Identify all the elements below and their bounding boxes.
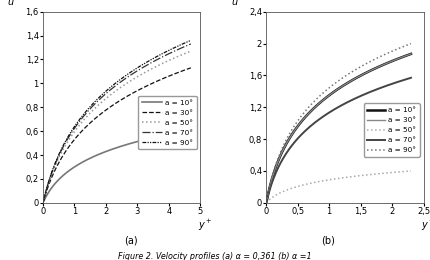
a = 50°: [373, 172, 378, 176]
a = 10°: [40, 201, 46, 204]
Line: a = 10°: a = 10°: [43, 130, 191, 203]
a = 50°: [188, 50, 194, 53]
a = 50°: [360, 174, 366, 177]
Y-axis label: $u^+$: $u^+$: [7, 0, 22, 8]
a = 70°: [360, 93, 366, 96]
a = 70°: [329, 109, 335, 113]
Line: a = 90°: a = 90°: [43, 40, 191, 203]
a = 70°: [301, 131, 306, 134]
a = 70°: [289, 144, 295, 147]
a = 70°: [128, 74, 133, 77]
Text: (b): (b): [321, 235, 335, 245]
Line: a = 70°: a = 70°: [43, 44, 191, 203]
a = 10°: [301, 118, 306, 121]
a = 70°: [78, 118, 83, 121]
a = 90°: [188, 39, 194, 42]
a = 10°: [289, 133, 295, 136]
a = 10°: [408, 52, 414, 55]
a = 50°: [264, 201, 269, 204]
a = 90°: [408, 42, 414, 45]
a = 90°: [373, 57, 378, 61]
a = 70°: [188, 42, 194, 46]
a = 30°: [188, 66, 194, 69]
a = 50°: [78, 122, 83, 125]
Y-axis label: $u^+$: $u^+$: [230, 0, 246, 8]
a = 30°: [264, 201, 269, 204]
a = 50°: [139, 73, 144, 76]
a = 90°: [360, 64, 366, 67]
a = 50°: [301, 183, 306, 186]
a = 30°: [289, 133, 295, 136]
a = 30°: [301, 118, 306, 121]
a = 50°: [67, 138, 72, 141]
a = 30°: [108, 106, 113, 109]
a = 30°: [152, 81, 157, 84]
a = 70°: [67, 135, 72, 138]
a = 90°: [289, 128, 295, 131]
Line: a = 30°: a = 30°: [266, 54, 411, 203]
Legend: a = 10°, a = 30°, a = 50°, a = 70°, a = 90°: a = 10°, a = 30°, a = 50°, a = 70°, a = …: [364, 103, 420, 157]
a = 50°: [289, 187, 295, 190]
a = 90°: [329, 84, 335, 87]
a = 90°: [78, 116, 83, 119]
a = 50°: [408, 170, 414, 173]
a = 70°: [152, 60, 157, 63]
a = 90°: [152, 56, 157, 60]
a = 10°: [78, 161, 83, 165]
a = 30°: [40, 201, 46, 204]
a = 50°: [329, 178, 335, 181]
a = 70°: [373, 88, 378, 92]
a = 30°: [373, 67, 378, 70]
a = 90°: [128, 71, 133, 74]
a = 10°: [108, 148, 113, 152]
Line: a = 10°: a = 10°: [266, 54, 411, 203]
Text: $y^+$: $y^+$: [198, 218, 212, 233]
Text: $y^+$: $y^+$: [421, 218, 430, 233]
a = 30°: [128, 93, 133, 96]
a = 30°: [67, 145, 72, 148]
a = 30°: [139, 87, 144, 90]
a = 70°: [264, 201, 269, 204]
Text: (a): (a): [124, 235, 138, 245]
a = 90°: [264, 201, 269, 204]
a = 90°: [67, 133, 72, 136]
a = 50°: [108, 94, 113, 97]
a = 90°: [139, 64, 144, 67]
a = 90°: [108, 86, 113, 89]
a = 30°: [360, 73, 366, 76]
Text: Figure 2. Velocity profiles (a) α = 0,361 (b) α =1: Figure 2. Velocity profiles (a) α = 0,36…: [118, 252, 312, 260]
a = 10°: [329, 92, 335, 95]
a = 10°: [349, 79, 354, 82]
a = 30°: [78, 131, 83, 134]
a = 30°: [408, 52, 414, 55]
a = 10°: [139, 139, 144, 142]
a = 10°: [128, 142, 133, 145]
a = 50°: [40, 201, 46, 204]
a = 10°: [373, 67, 378, 70]
a = 10°: [152, 136, 157, 139]
a = 10°: [188, 128, 194, 132]
a = 10°: [67, 169, 72, 172]
a = 70°: [40, 201, 46, 204]
a = 30°: [329, 92, 335, 95]
Line: a = 70°: a = 70°: [266, 78, 411, 203]
a = 70°: [139, 67, 144, 70]
a = 30°: [349, 79, 354, 82]
Line: a = 90°: a = 90°: [266, 43, 411, 203]
a = 90°: [40, 201, 46, 204]
a = 10°: [360, 73, 366, 76]
a = 70°: [108, 89, 113, 92]
a = 10°: [264, 201, 269, 204]
a = 70°: [408, 76, 414, 79]
a = 50°: [128, 80, 133, 83]
Line: a = 30°: a = 30°: [43, 68, 191, 203]
a = 90°: [301, 112, 306, 115]
a = 90°: [349, 70, 354, 74]
a = 50°: [152, 66, 157, 69]
a = 70°: [349, 99, 354, 102]
Line: a = 50°: a = 50°: [266, 171, 411, 203]
a = 50°: [349, 175, 354, 178]
Line: a = 50°: a = 50°: [43, 51, 191, 203]
Legend: a = 10°, a = 30°, a = 50°, a = 70°, a = 90°: a = 10°, a = 30°, a = 50°, a = 70°, a = …: [138, 96, 197, 149]
